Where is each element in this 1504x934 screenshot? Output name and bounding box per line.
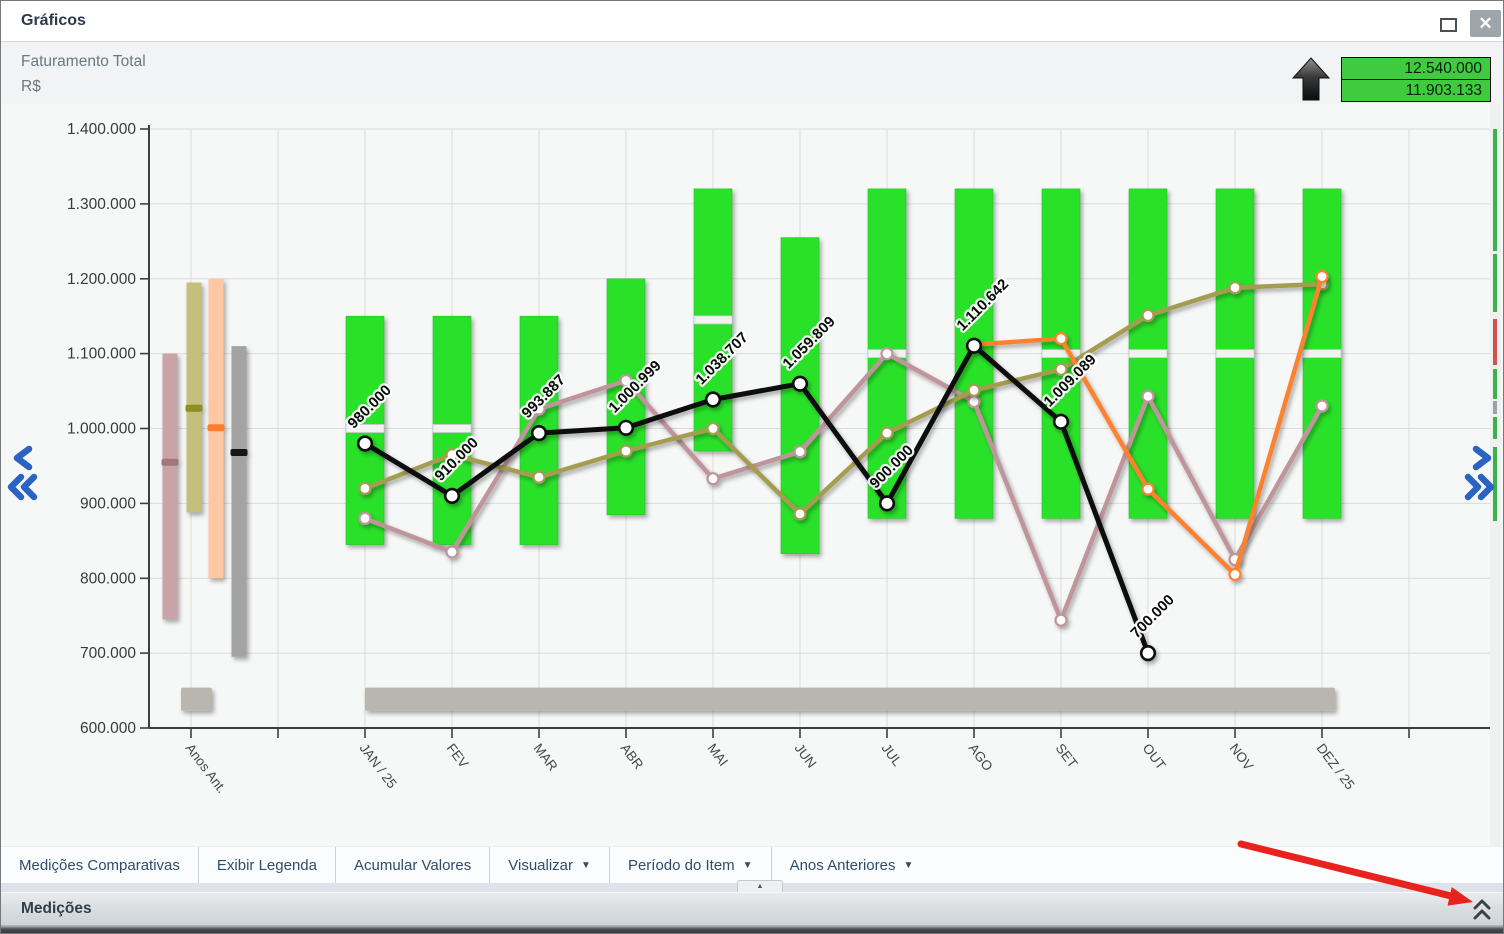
up-arrow-icon: [1291, 57, 1331, 101]
x-axis-label: AGO: [966, 741, 996, 774]
edge-indicator-segment: [1493, 254, 1497, 312]
target-notch: [345, 424, 385, 433]
maximize-icon[interactable]: [1440, 18, 1457, 32]
scroll-right-icon[interactable]: [1468, 445, 1494, 471]
expand-double-chevron-up-icon[interactable]: [1471, 898, 1493, 922]
x-axis-label: NOV: [1227, 741, 1257, 773]
medicoes-label: Medições: [21, 900, 92, 917]
toolbar-acumular-valores[interactable]: Acumular Valores: [334, 847, 489, 884]
edge-indicator-segment: [1493, 369, 1497, 399]
anos-orange-bar: [207, 278, 225, 579]
edge-indicator-segment: [1493, 447, 1497, 521]
trend-value-box: 12.540.000 11.903.133: [1341, 57, 1491, 102]
x-axis-label: JAN / 25: [357, 741, 400, 791]
y-axis-label: 1.200.000: [67, 271, 136, 288]
trend-value-previous: 11.903.133: [1341, 79, 1491, 102]
x-axis-label: JUN: [792, 741, 820, 771]
x-axis-label: MAR: [531, 741, 561, 774]
x-axis-label: SET: [1053, 741, 1081, 771]
range-bar-DEZ / 25: [1302, 188, 1342, 519]
splitter-strip: ▲: [1, 880, 1503, 892]
title-bar: Gráficos ✕: [1, 1, 1503, 42]
toolbar-visualizar[interactable]: Visualizar ▼: [489, 847, 609, 884]
target-notch: [1128, 349, 1168, 359]
series-rosy: [358, 347, 1329, 627]
y-axis-label: 900.000: [80, 495, 136, 512]
scroll-left-icon[interactable]: [11, 445, 37, 471]
metric-title: Faturamento Total: [21, 53, 146, 70]
y-axis-label: 800.000: [80, 570, 136, 587]
x-axis-label: Anos Ant.: [183, 741, 230, 796]
toolbar-anos-anteriores[interactable]: Anos Anteriores ▼: [770, 847, 932, 884]
chevron-down-icon: ▼: [903, 860, 914, 871]
scroll-band: [365, 687, 1335, 711]
toolbar-periodo-do-item[interactable]: Período do Item ▼: [608, 847, 771, 884]
anos-gray-bar: [230, 346, 248, 657]
edge-indicator-segment: [1493, 319, 1497, 365]
target-notch: [1215, 349, 1255, 359]
close-icon[interactable]: ✕: [1470, 10, 1501, 37]
scroll-first-icon[interactable]: [6, 473, 40, 501]
series-orange: [967, 269, 1329, 582]
currency-label: R$: [21, 78, 41, 95]
y-axis-label: 700.000: [80, 645, 136, 662]
y-axis-label: 600.000: [80, 720, 136, 737]
scroll-band: [181, 687, 212, 711]
range-bar-SET: [1041, 188, 1081, 519]
y-axis-label: 1.400.000: [67, 121, 136, 138]
series-olive: [358, 277, 1329, 521]
y-axis-label: 1.300.000: [67, 196, 136, 213]
toolbar-medicoes-comparativas[interactable]: Medições Comparativas: [19, 857, 180, 874]
x-axis-label: JUL: [879, 741, 906, 770]
range-bar-NOV: [1215, 188, 1255, 519]
x-axis-label: FEV: [444, 741, 472, 771]
anos-olive-bar: [185, 282, 203, 513]
y-axis-label: 1.100.000: [67, 346, 136, 363]
window-bottom-edge: [1, 926, 1503, 933]
chart-header: Faturamento Total R$ 12.540.000 11.903.1…: [1, 42, 1503, 104]
target-notch: [432, 424, 472, 433]
chart-toolbar: Medições Comparativas Exibir Legenda Acu…: [1, 846, 1503, 884]
x-axis-label: MAI: [705, 741, 731, 769]
range-bar-JAN / 25: [345, 315, 385, 545]
x-axis-label: DEZ / 25: [1314, 741, 1358, 793]
target-notch: [1041, 349, 1081, 359]
series-black: [356, 337, 1157, 662]
edge-indicator-segment: [1493, 417, 1497, 439]
scroll-last-icon[interactable]: [1462, 473, 1496, 501]
window-title: Gráficos: [21, 12, 86, 29]
target-notch: [1302, 349, 1342, 359]
range-bar-FEV: [432, 315, 472, 545]
toolbar-exibir-legenda[interactable]: Exibir Legenda: [197, 847, 335, 884]
medicoes-bar[interactable]: Medições: [1, 892, 1503, 926]
x-axis-label: ABR: [618, 741, 647, 772]
edge-indicator-segment: [1493, 129, 1497, 251]
anos-rosy-bar: [161, 353, 179, 620]
trend-value-current: 12.540.000: [1341, 57, 1491, 80]
edge-indicator-track[interactable]: [1490, 104, 1501, 846]
chevron-down-icon: ▼: [742, 860, 753, 871]
y-axis-label: 1.000.000: [67, 421, 136, 438]
range-bar-MAI: [693, 188, 733, 452]
x-axis-label: OUT: [1140, 741, 1169, 773]
target-notch: [693, 315, 733, 325]
chevron-down-icon: ▼: [581, 860, 591, 871]
edge-indicator-segment: [1493, 401, 1497, 414]
collapse-tab[interactable]: ▲: [737, 880, 783, 892]
